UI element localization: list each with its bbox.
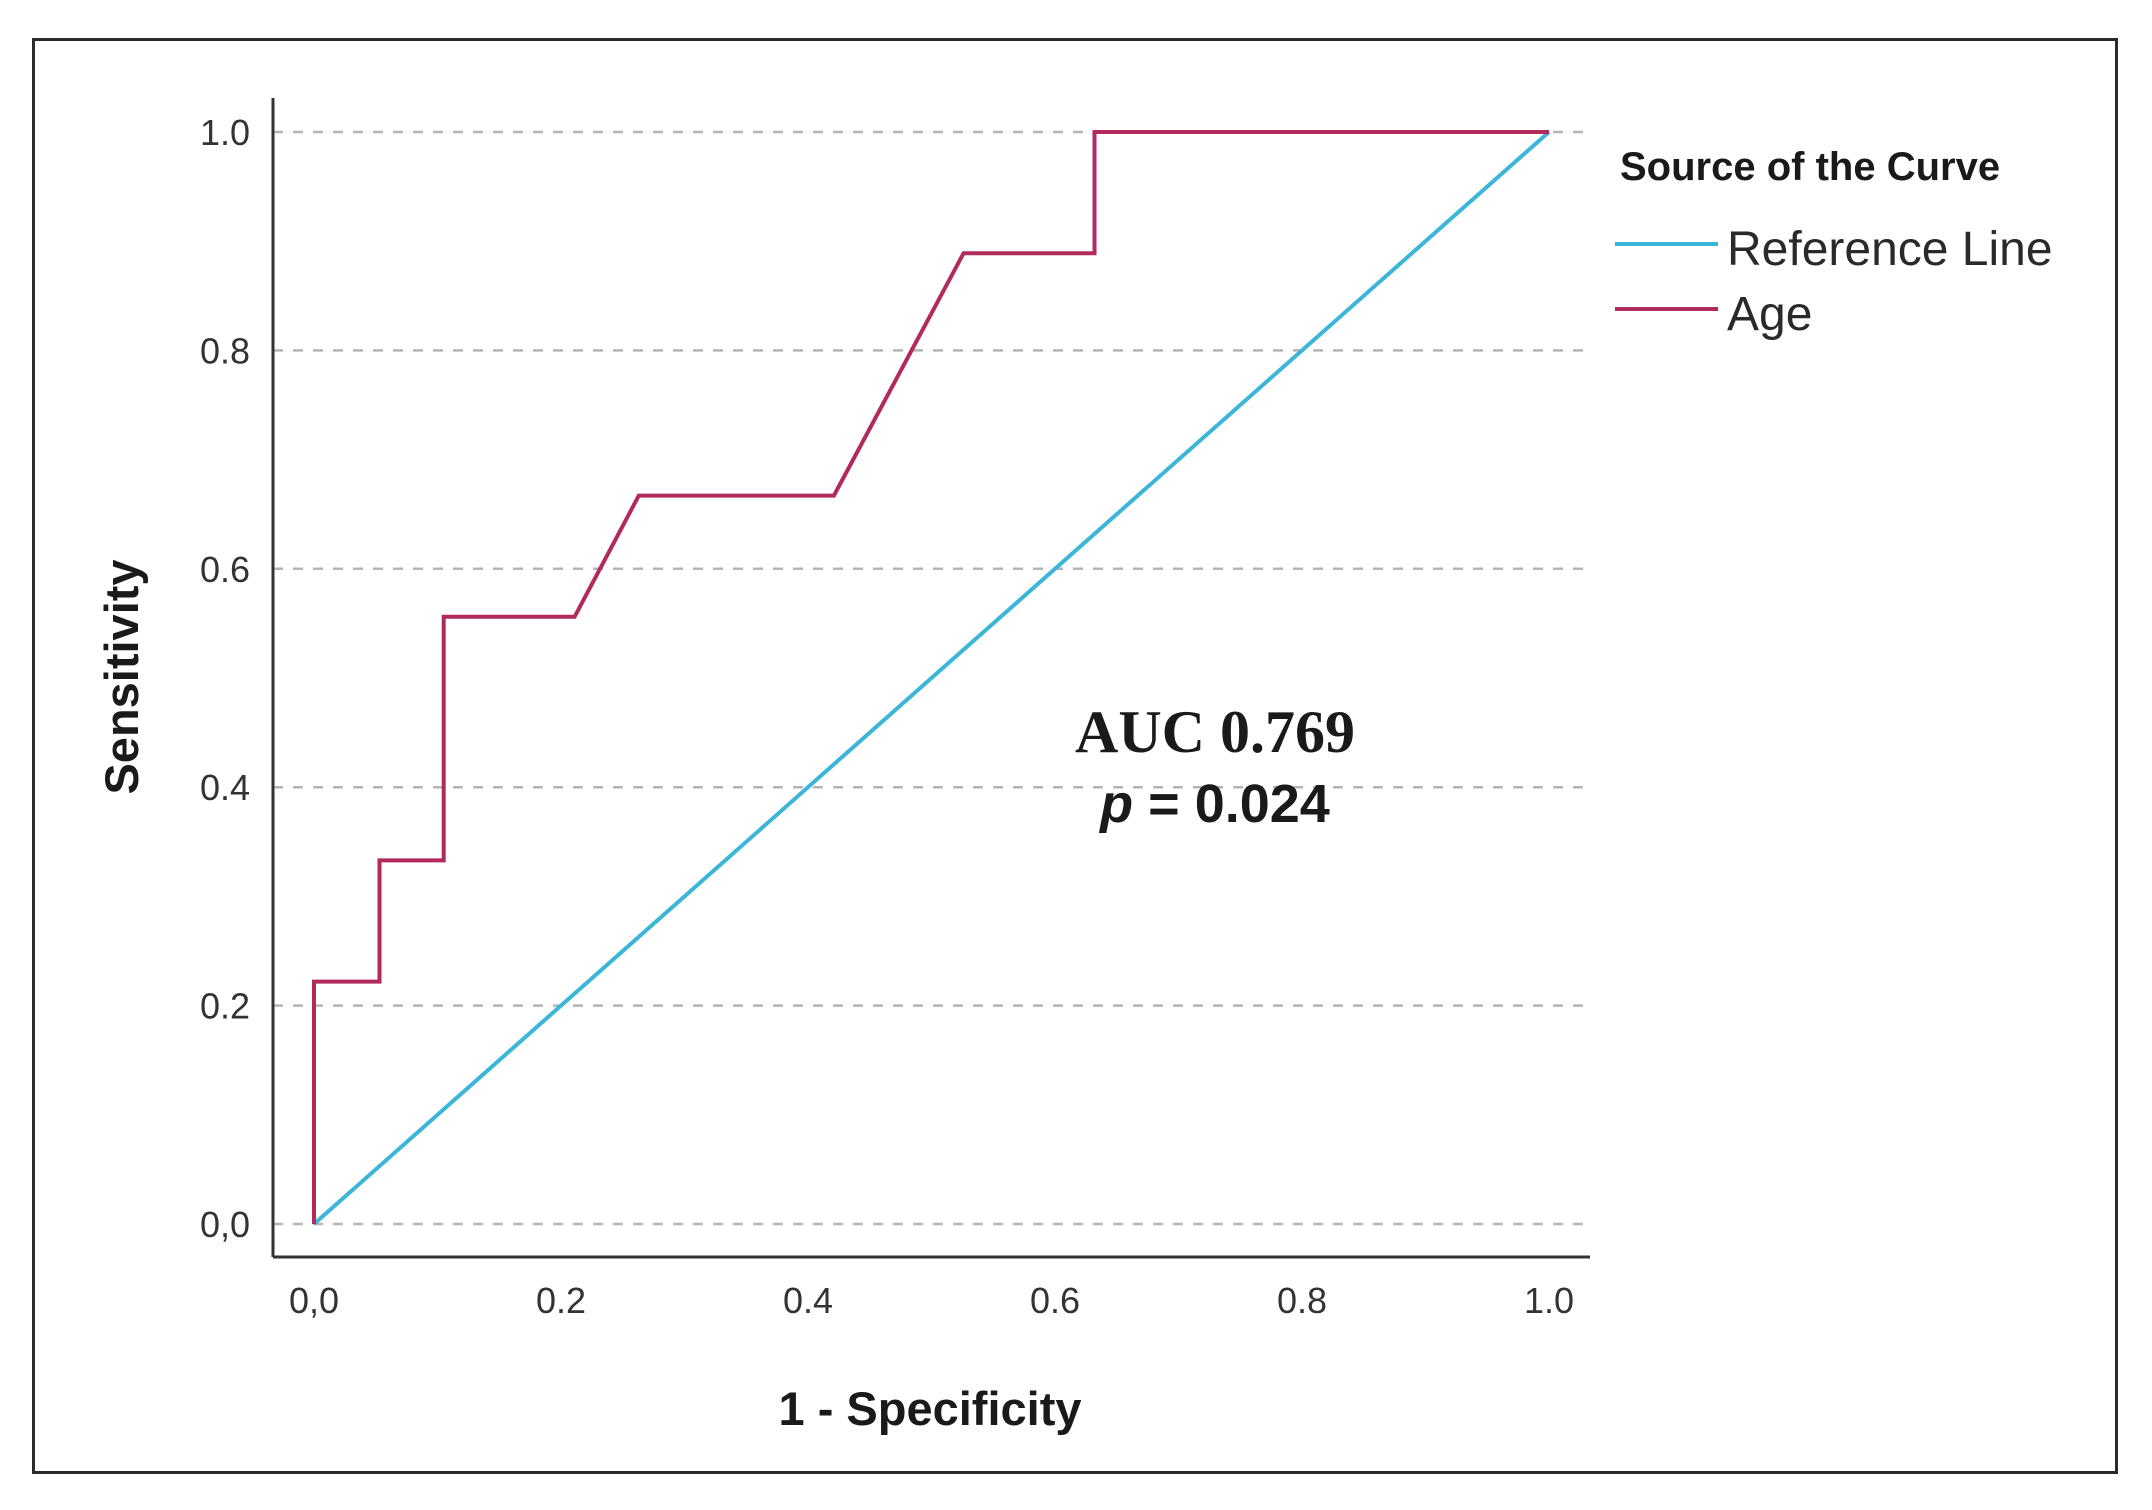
x-axis-title: 1 - Specificity: [779, 1382, 1082, 1435]
legend: Source of the Curve Reference Line Age: [1615, 145, 2053, 341]
legend-label-age: Age: [1727, 288, 1812, 341]
y-tick-label: 1.0: [200, 112, 250, 153]
axes: [271, 98, 1590, 1259]
y-tick-label: 0.4: [200, 767, 250, 808]
x-tick-label: 0,0: [289, 1280, 339, 1321]
auc-annotation: AUC 0.769: [1075, 699, 1355, 765]
legend-label-reference-line: Reference Line: [1727, 223, 2053, 276]
series-line-reference-line: [312, 130, 1551, 1226]
y-tick-label: 0,0: [200, 1204, 250, 1245]
series-line-age: [312, 130, 1549, 1224]
figure-frame: [32, 38, 2118, 1474]
x-tick-label: 0.8: [1277, 1280, 1327, 1321]
p-value-annotation: p = 0.024: [1098, 774, 1330, 834]
x-tick-label: 0.6: [1030, 1280, 1080, 1321]
x-tick-label: 0.2: [536, 1280, 586, 1321]
y-tick-label: 0.8: [200, 330, 250, 371]
y-tick-label: 0.2: [200, 986, 250, 1027]
p-symbol: p: [1098, 774, 1133, 834]
p-value-text: = 0.024: [1133, 774, 1330, 834]
x-tick-label: 1.0: [1524, 1280, 1574, 1321]
y-tick-label: 0.6: [200, 549, 250, 590]
series: [312, 130, 1551, 1226]
tick-labels: 0,0 0.2 0.4 0.6 0.8 1.0 0,0 0.2 0.4 0.6 0.8 1.0: [200, 112, 1574, 1321]
legend-title: Source of the Curve: [1620, 145, 2000, 189]
y-axis-title: Sensitivity: [95, 559, 148, 794]
x-tick-label: 0.4: [783, 1280, 833, 1321]
